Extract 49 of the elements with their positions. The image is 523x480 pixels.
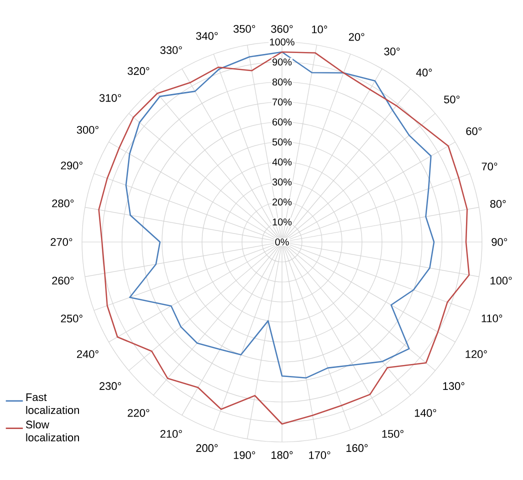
legend-label: Slow localization [26,420,79,442]
spoke-label: 170° [309,451,330,460]
spoke-label: 260° [52,276,74,285]
spoke-label: 240° [76,350,98,358]
y-tick-label: 50% [272,138,292,146]
spoke-label: 230° [100,382,121,390]
spoke-label: 150° [382,430,404,438]
spoke-label: 320° [128,67,150,75]
spoke-label: 250° [60,314,82,322]
spoke-label: 220° [128,409,150,417]
spoke-label: 70° [482,162,498,170]
spoke-label: 130° [443,382,464,390]
spoke-label: 140° [414,409,436,417]
spoke-label: 10° [312,26,328,34]
spoke-label: 60° [466,127,482,136]
spoke-label: 300° [76,126,98,134]
y-tick-label: 70% [272,98,292,106]
spoke-label: 50° [444,96,460,104]
y-tick-label: 30% [272,178,292,186]
y-tick-label: 20% [272,198,292,206]
spoke-label: 100° [490,276,512,285]
y-tick-label: 40% [272,158,292,166]
spoke-label: 110° [482,314,502,322]
spoke-label: 190° [234,451,256,460]
spoke-label: 210° [160,430,182,438]
spoke-label: 290° [60,162,82,170]
spoke-label: 90° [492,238,508,246]
spoke-label: 280° [52,200,74,208]
y-tick-label: 60% [272,118,292,126]
spoke-label: 200° [196,444,218,452]
spoke-label: 350° [234,25,256,33]
spoke-label: 20° [348,33,364,41]
spoke-label: 120° [466,350,487,358]
y-tick-label: 80% [272,78,292,86]
spoke-label: 160° [346,444,368,452]
spoke-label: 80° [490,200,506,208]
y-tick-label: 10% [272,218,292,226]
spoke-label: 40° [416,68,432,76]
spoke-label: 330° [160,46,182,54]
spoke-label: 270° [50,238,72,246]
spoke-label: 360° [271,25,293,33]
y-tick-label: 0% [275,238,289,246]
spoke-label: 310° [99,94,121,102]
y-tick-label: 100% [270,38,294,46]
legend-label: Fast localization [26,393,79,414]
y-tick-label: 90% [272,58,292,66]
spoke-label: 340° [196,32,218,40]
spoke-label: 180° [271,451,293,459]
spoke-label: 30° [384,48,400,56]
